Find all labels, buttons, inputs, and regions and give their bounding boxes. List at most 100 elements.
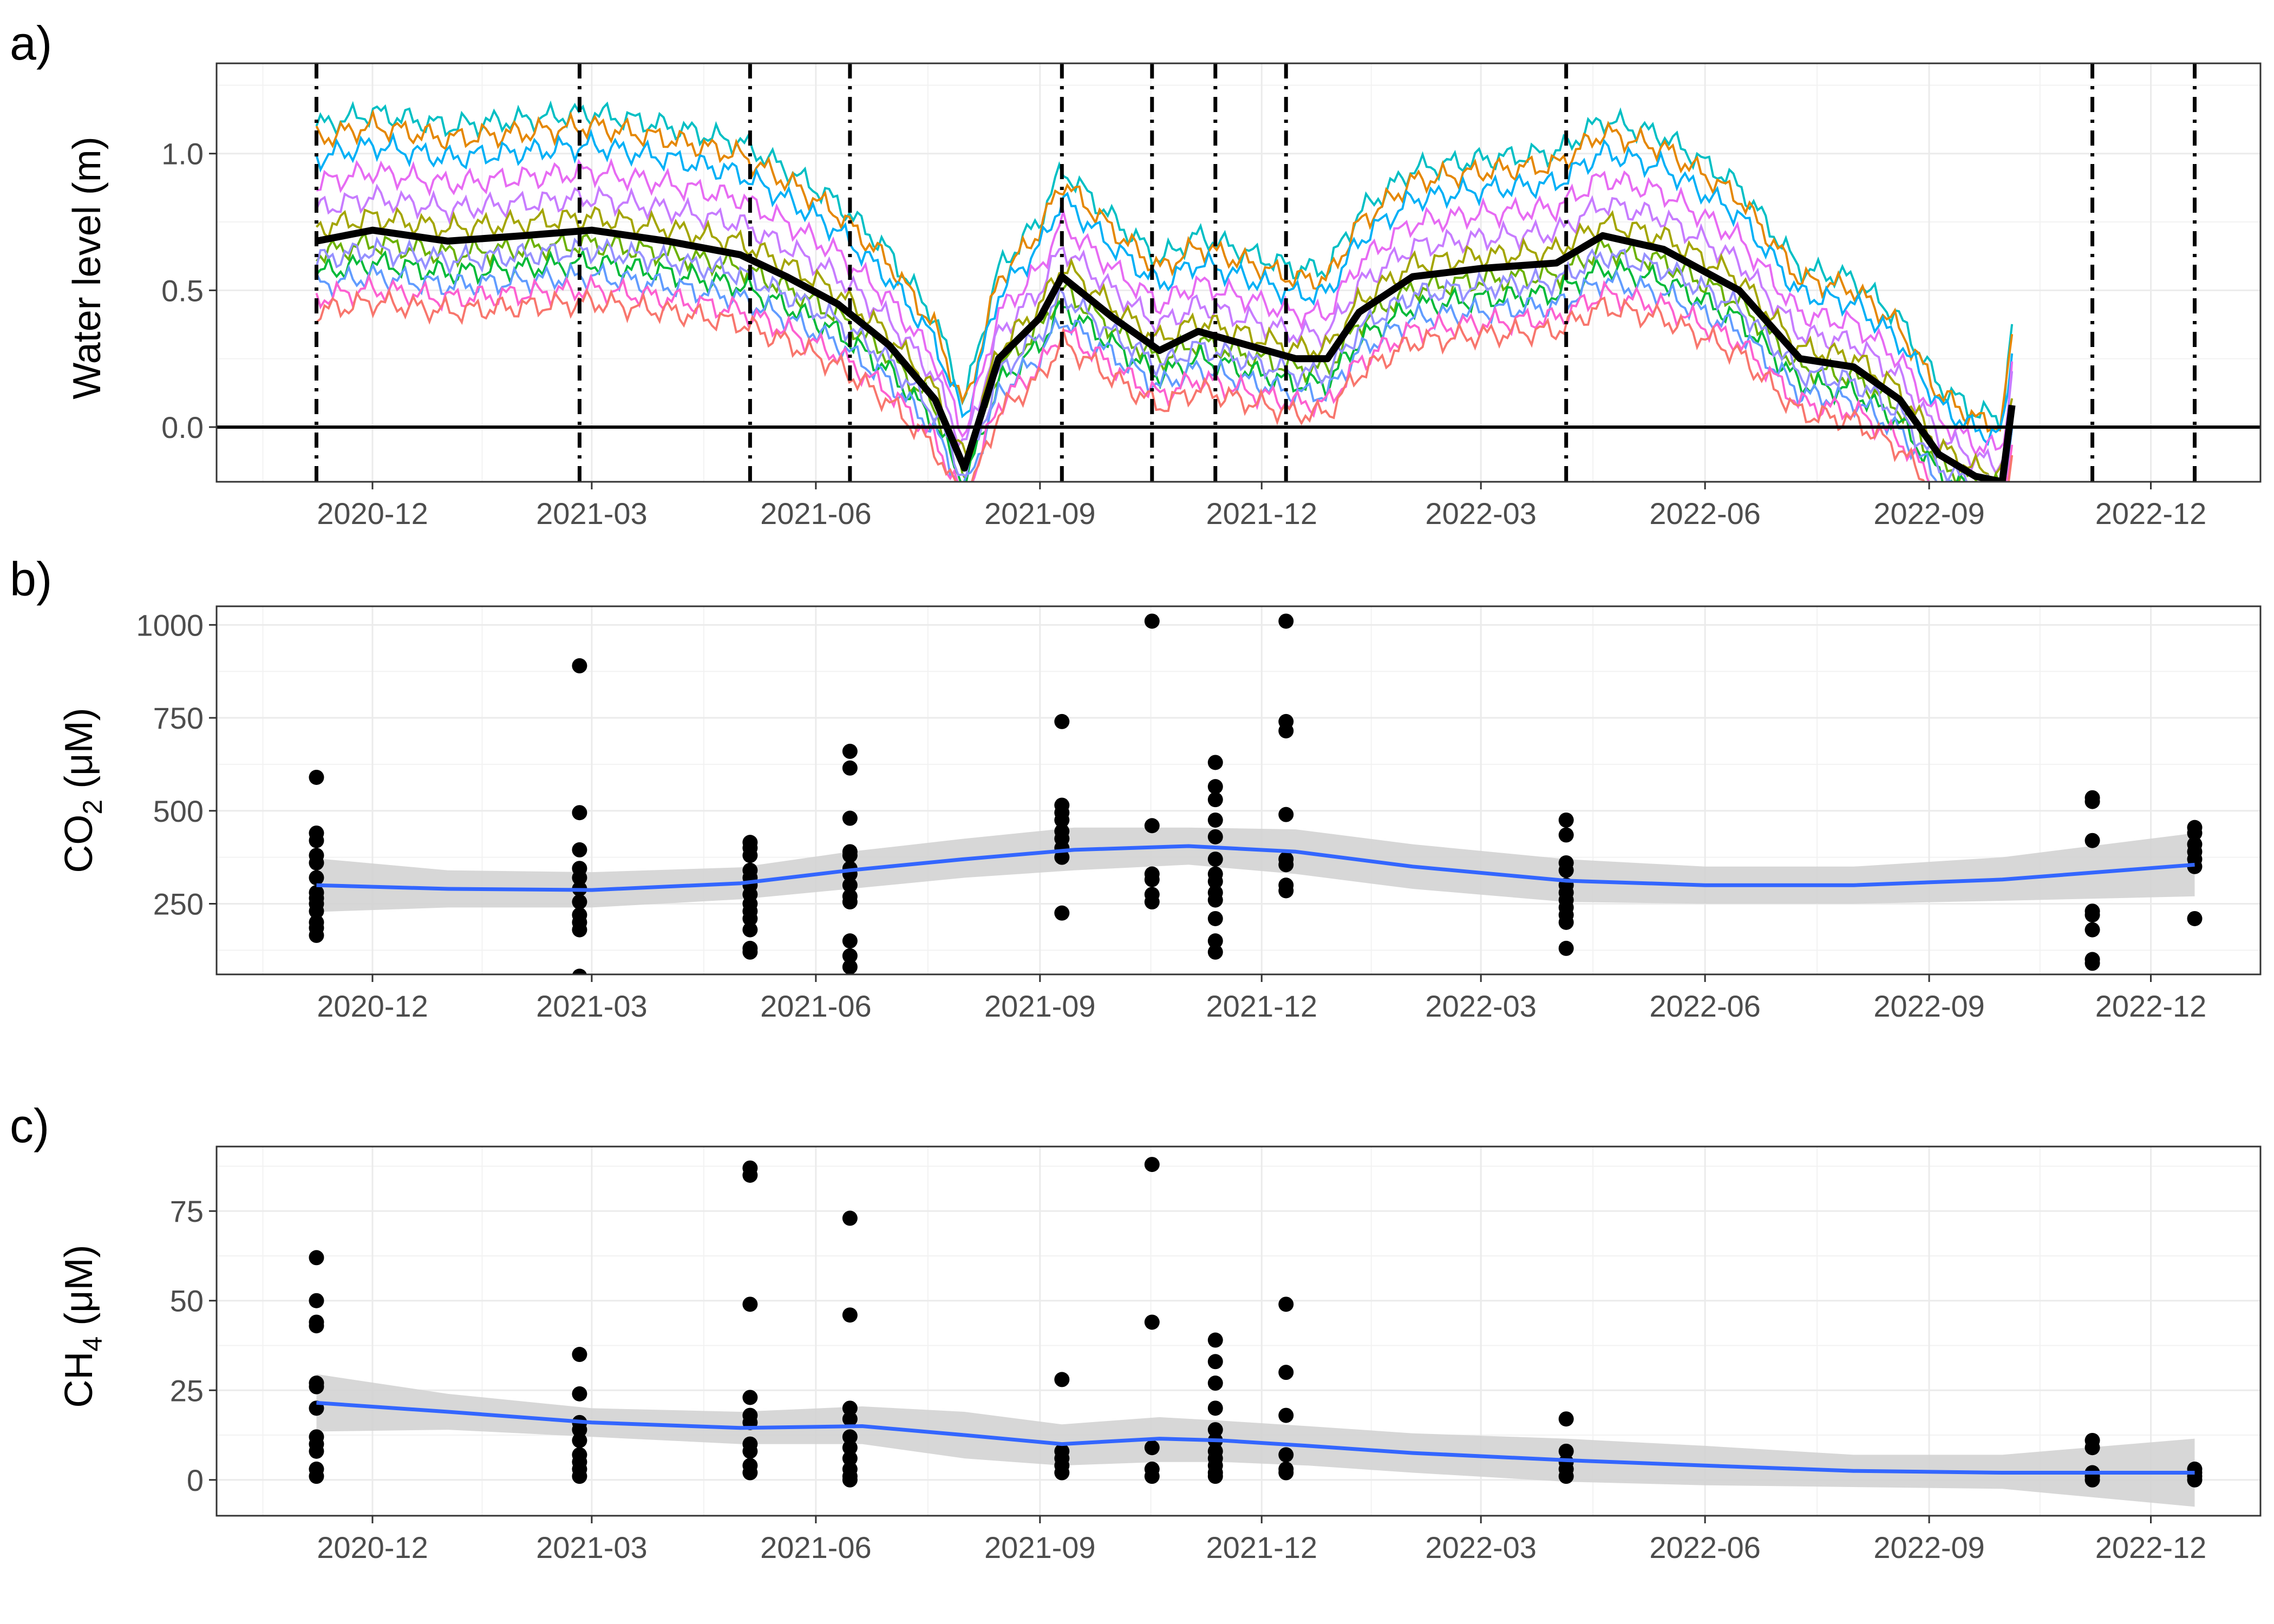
data-point (1558, 827, 1574, 843)
data-point (1278, 723, 1294, 739)
data-point (842, 948, 858, 964)
y-tick-label: 0 (187, 1463, 204, 1497)
x-tick-label: 2022-03 (1425, 496, 1537, 531)
plot-border (215, 62, 2262, 483)
data-point (1278, 883, 1294, 899)
confidence-band (316, 1374, 2195, 1507)
data-point (1144, 1440, 1160, 1456)
data-point (309, 1293, 324, 1308)
panel-b-label: b) (10, 552, 52, 606)
data-point (2084, 922, 2100, 938)
data-point (742, 1296, 758, 1312)
data-point (1207, 1422, 1223, 1438)
data-point (1207, 892, 1223, 908)
well-series-line (315, 273, 2014, 482)
data-point (842, 1472, 858, 1488)
data-point (1278, 807, 1294, 822)
x-tick-label: 2021-06 (760, 1530, 872, 1564)
data-point (1144, 818, 1160, 834)
data-point (1144, 1469, 1160, 1484)
y-tick-label: 25 (170, 1373, 204, 1407)
y-tick-label: 500 (153, 794, 204, 828)
data-point (1558, 914, 1574, 930)
data-point (842, 760, 858, 776)
data-point (572, 870, 587, 886)
data-point (1278, 857, 1294, 873)
x-tick-label: 2020-12 (317, 1530, 428, 1564)
data-point (572, 894, 587, 910)
plot-border (215, 1145, 2262, 1517)
data-point (1207, 1376, 1223, 1391)
y-tick-label: 0.5 (161, 273, 204, 307)
data-point (572, 658, 587, 673)
x-tick-label: 2021-03 (536, 989, 648, 1023)
data-point (2187, 825, 2203, 841)
data-point (2084, 794, 2100, 809)
well-series-line (315, 128, 2014, 446)
panel-b-co2: b) CO2 (μM) 2020-12 2021-03 2021-06 2021-09… (10, 552, 2262, 1023)
panel-c-y-axis-label: CH4 (μM) (57, 1245, 108, 1407)
data-point (2084, 1472, 2100, 1488)
panel-a-water-level: a) Water level (m) 2020-12 2021-03 2021-06… (10, 16, 2262, 531)
data-point (842, 743, 858, 759)
data-point (309, 1318, 324, 1334)
y-tick-label: 0.0 (161, 410, 204, 444)
data-point (309, 870, 324, 886)
data-point (572, 1422, 587, 1438)
data-point (1278, 1407, 1294, 1423)
data-point (1207, 1400, 1223, 1416)
data-point (1054, 1465, 1070, 1481)
data-point (742, 911, 758, 926)
data-point (1144, 613, 1160, 629)
data-point (1054, 812, 1070, 828)
data-point (1207, 852, 1223, 867)
x-tick-label: 2021-03 (536, 496, 648, 531)
x-tick-label: 2021-09 (984, 1530, 1096, 1564)
x-tick-label: 2022-12 (2095, 496, 2207, 531)
x-tick-label: 2021-06 (760, 989, 872, 1023)
data-point (309, 833, 324, 848)
x-tick-label: 2021-09 (984, 989, 1096, 1023)
x-tick-label: 2022-12 (2095, 1530, 2207, 1564)
plot-background (217, 606, 2260, 974)
data-point (309, 855, 324, 870)
data-point (1558, 812, 1574, 828)
smooth-trend-line (316, 844, 2195, 892)
data-point (309, 769, 324, 785)
data-point (1558, 1443, 1574, 1459)
x-tick-label: 2021-09 (984, 496, 1096, 531)
data-point (1207, 779, 1223, 795)
data-point (1054, 849, 1070, 865)
data-point (1207, 792, 1223, 808)
x-tick-label: 2022-12 (2095, 989, 2207, 1023)
confidence-band (316, 827, 2195, 912)
data-point (309, 1379, 324, 1394)
data-point (2084, 955, 2100, 971)
data-point (1278, 613, 1294, 629)
data-point (1207, 944, 1223, 960)
data-point (1207, 1469, 1223, 1484)
well-series-line (315, 109, 2014, 433)
well-series-line (315, 261, 2014, 482)
data-point (742, 1390, 758, 1405)
x-tick-label: 2022-09 (1873, 1530, 1985, 1564)
y-tick-label: 750 (153, 701, 204, 735)
data-point (742, 944, 758, 960)
data-point (1278, 1365, 1294, 1380)
panel-c-y-label-unit: (μM) (57, 1245, 101, 1336)
x-tick-label: 2021-03 (536, 1530, 648, 1564)
data-point (309, 903, 324, 919)
data-point (1207, 755, 1223, 770)
well-series-line (316, 206, 2014, 482)
data-point (309, 1443, 324, 1459)
panel-a-y-axis-label: Water level (m) (66, 136, 109, 399)
plot-area (309, 613, 2203, 974)
data-point (1207, 812, 1223, 828)
data-point (1054, 1372, 1070, 1387)
x-tick-label: 2021-12 (1206, 496, 1317, 531)
data-point (1054, 905, 1070, 921)
data-point (572, 1386, 587, 1402)
x-tick-label: 2022-09 (1873, 496, 1985, 531)
data-point (742, 922, 758, 938)
data-point (842, 1411, 858, 1427)
